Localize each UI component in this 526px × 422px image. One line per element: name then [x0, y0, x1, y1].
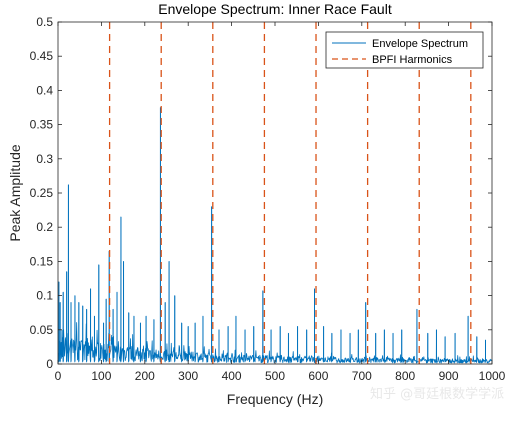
x-tick-label: 500 [265, 369, 285, 383]
x-tick-label: 300 [178, 369, 198, 383]
legend: Envelope Spectrum BPFI Harmonics [325, 31, 484, 69]
watermark-text: 知乎 @哥廷根数学学派 [370, 387, 505, 402]
x-tick-label: 900 [439, 369, 459, 383]
legend-box [325, 31, 484, 69]
x-tick-label: 0 [55, 369, 62, 383]
x-axis-label: Frequency (Hz) [227, 391, 323, 407]
chart-title: Envelope Spectrum: Inner Race Fault [158, 1, 392, 17]
x-tick-label: 200 [135, 369, 155, 383]
axes: 0 100 200 300 400 500 600 700 800 900 1000 0 0.05 0.1… [30, 15, 506, 383]
y-axis-label: Peak Amplitude [7, 144, 23, 241]
y-tick-label: 0.2 [36, 220, 53, 234]
legend-label-bpfi-harmonics: BPFI Harmonics [372, 54, 453, 66]
y-tick-label: 0 [46, 357, 53, 371]
x-tick-label: 1000 [479, 369, 506, 383]
y-tick-label: 0.05 [30, 323, 54, 337]
x-tick-label: 800 [395, 369, 415, 383]
y-tick-label: 0.1 [36, 289, 53, 303]
x-tick-label: 400 [222, 369, 242, 383]
y-tick-label: 0.15 [30, 254, 54, 268]
y-tick-label: 0.25 [30, 186, 54, 200]
y-tick-label: 0.5 [36, 15, 53, 29]
x-tick-label: 100 [91, 369, 111, 383]
legend-label-envelope-spectrum: Envelope Spectrum [372, 38, 468, 50]
plot-area [58, 22, 492, 364]
y-tick-label: 0.4 [36, 83, 53, 97]
y-tick-label: 0.45 [30, 49, 54, 63]
y-tick-label: 0.3 [36, 152, 53, 166]
x-tick-label: 600 [308, 369, 328, 383]
y-tick-label: 0.35 [30, 118, 54, 132]
x-tick-label: 700 [352, 369, 372, 383]
